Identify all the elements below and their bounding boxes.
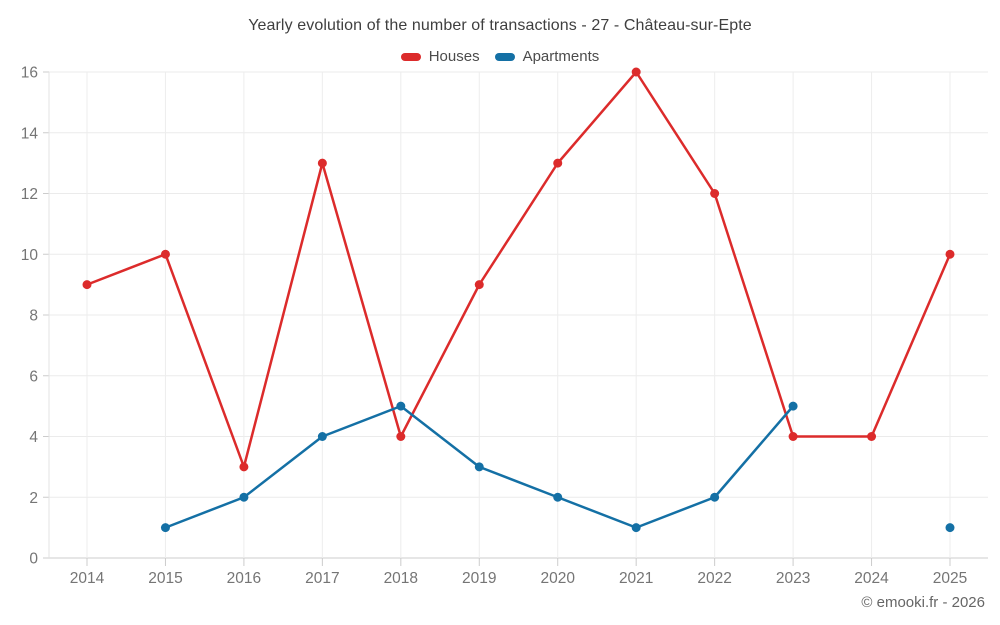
data-point-apartments-2017[interactable]	[317, 432, 327, 441]
data-point-houses-2014[interactable]	[82, 280, 92, 290]
y-axis-tick-label: 16	[21, 65, 38, 82]
legend-item-apartments[interactable]: Apartments	[494, 48, 600, 65]
y-axis-tick-label: 0	[29, 551, 38, 568]
series-line-houses	[85, 70, 952, 469]
data-point-houses-2015[interactable]	[160, 249, 170, 259]
y-axis-tick-label: 12	[21, 186, 38, 203]
x-axis-tick-label: 2017	[305, 570, 339, 587]
y-axis-tick-label: 8	[29, 308, 38, 325]
data-point-houses-2017[interactable]	[317, 158, 327, 168]
x-axis-tick-label: 2024	[854, 570, 889, 587]
data-point-houses-2024[interactable]	[867, 432, 877, 441]
data-point-houses-2019[interactable]	[474, 280, 484, 290]
data-point-apartments-2025[interactable]	[945, 523, 955, 533]
x-axis-tick-label: 2019	[462, 570, 496, 587]
data-point-apartments-2018[interactable]	[396, 401, 406, 411]
data-point-houses-2021[interactable]	[631, 67, 641, 77]
data-point-houses-2023[interactable]	[788, 432, 798, 441]
data-point-houses-2018[interactable]	[396, 432, 406, 441]
houses-legend-swatch-icon	[400, 52, 421, 61]
x-axis-tick-label: 2018	[384, 570, 418, 587]
data-point-houses-2016[interactable]	[239, 462, 249, 472]
data-point-houses-2022[interactable]	[710, 189, 720, 198]
x-axis-tick-label: 2023	[776, 570, 810, 587]
y-axis-tick-label: 14	[21, 125, 39, 142]
x-axis-tick-label: 2022	[697, 570, 731, 587]
x-axis-tick-label: 2015	[148, 570, 182, 587]
data-point-houses-2025[interactable]	[945, 249, 955, 259]
data-point-apartments-2019[interactable]	[474, 462, 484, 472]
x-axis-tick-label: 2016	[227, 570, 261, 587]
data-point-apartments-2016[interactable]	[239, 492, 249, 502]
y-axis-tick-label: 6	[29, 368, 38, 385]
data-point-apartments-2020[interactable]	[553, 492, 563, 502]
y-axis-tick-label: 2	[29, 490, 38, 507]
x-axis-tick-label: 2014	[70, 570, 105, 587]
x-axis-tick-label: 2020	[540, 570, 575, 587]
y-axis-tick-label: 10	[21, 247, 39, 264]
x-axis-tick-label: 2021	[619, 570, 653, 587]
data-point-apartments-2023[interactable]	[788, 401, 798, 411]
data-point-apartments-2021[interactable]	[631, 523, 641, 533]
apartments-legend-swatch-icon	[494, 52, 515, 61]
y-axis-tick-label: 4	[29, 429, 38, 446]
data-point-apartments-2015[interactable]	[160, 523, 170, 533]
legend-item-label: Apartments	[522, 48, 600, 65]
chart-legend: Houses Apartments	[0, 48, 1000, 65]
x-axis-tick-label: 2025	[933, 570, 967, 587]
copyright-text: © emooki.fr - 2026	[861, 594, 985, 611]
data-point-houses-2020[interactable]	[553, 158, 563, 168]
legend-item-houses[interactable]: Houses	[400, 48, 480, 65]
legend-item-label: Houses	[428, 48, 480, 65]
data-point-apartments-2022[interactable]	[710, 492, 720, 502]
chart-title: Yearly evolution of the number of transa…	[248, 17, 752, 34]
